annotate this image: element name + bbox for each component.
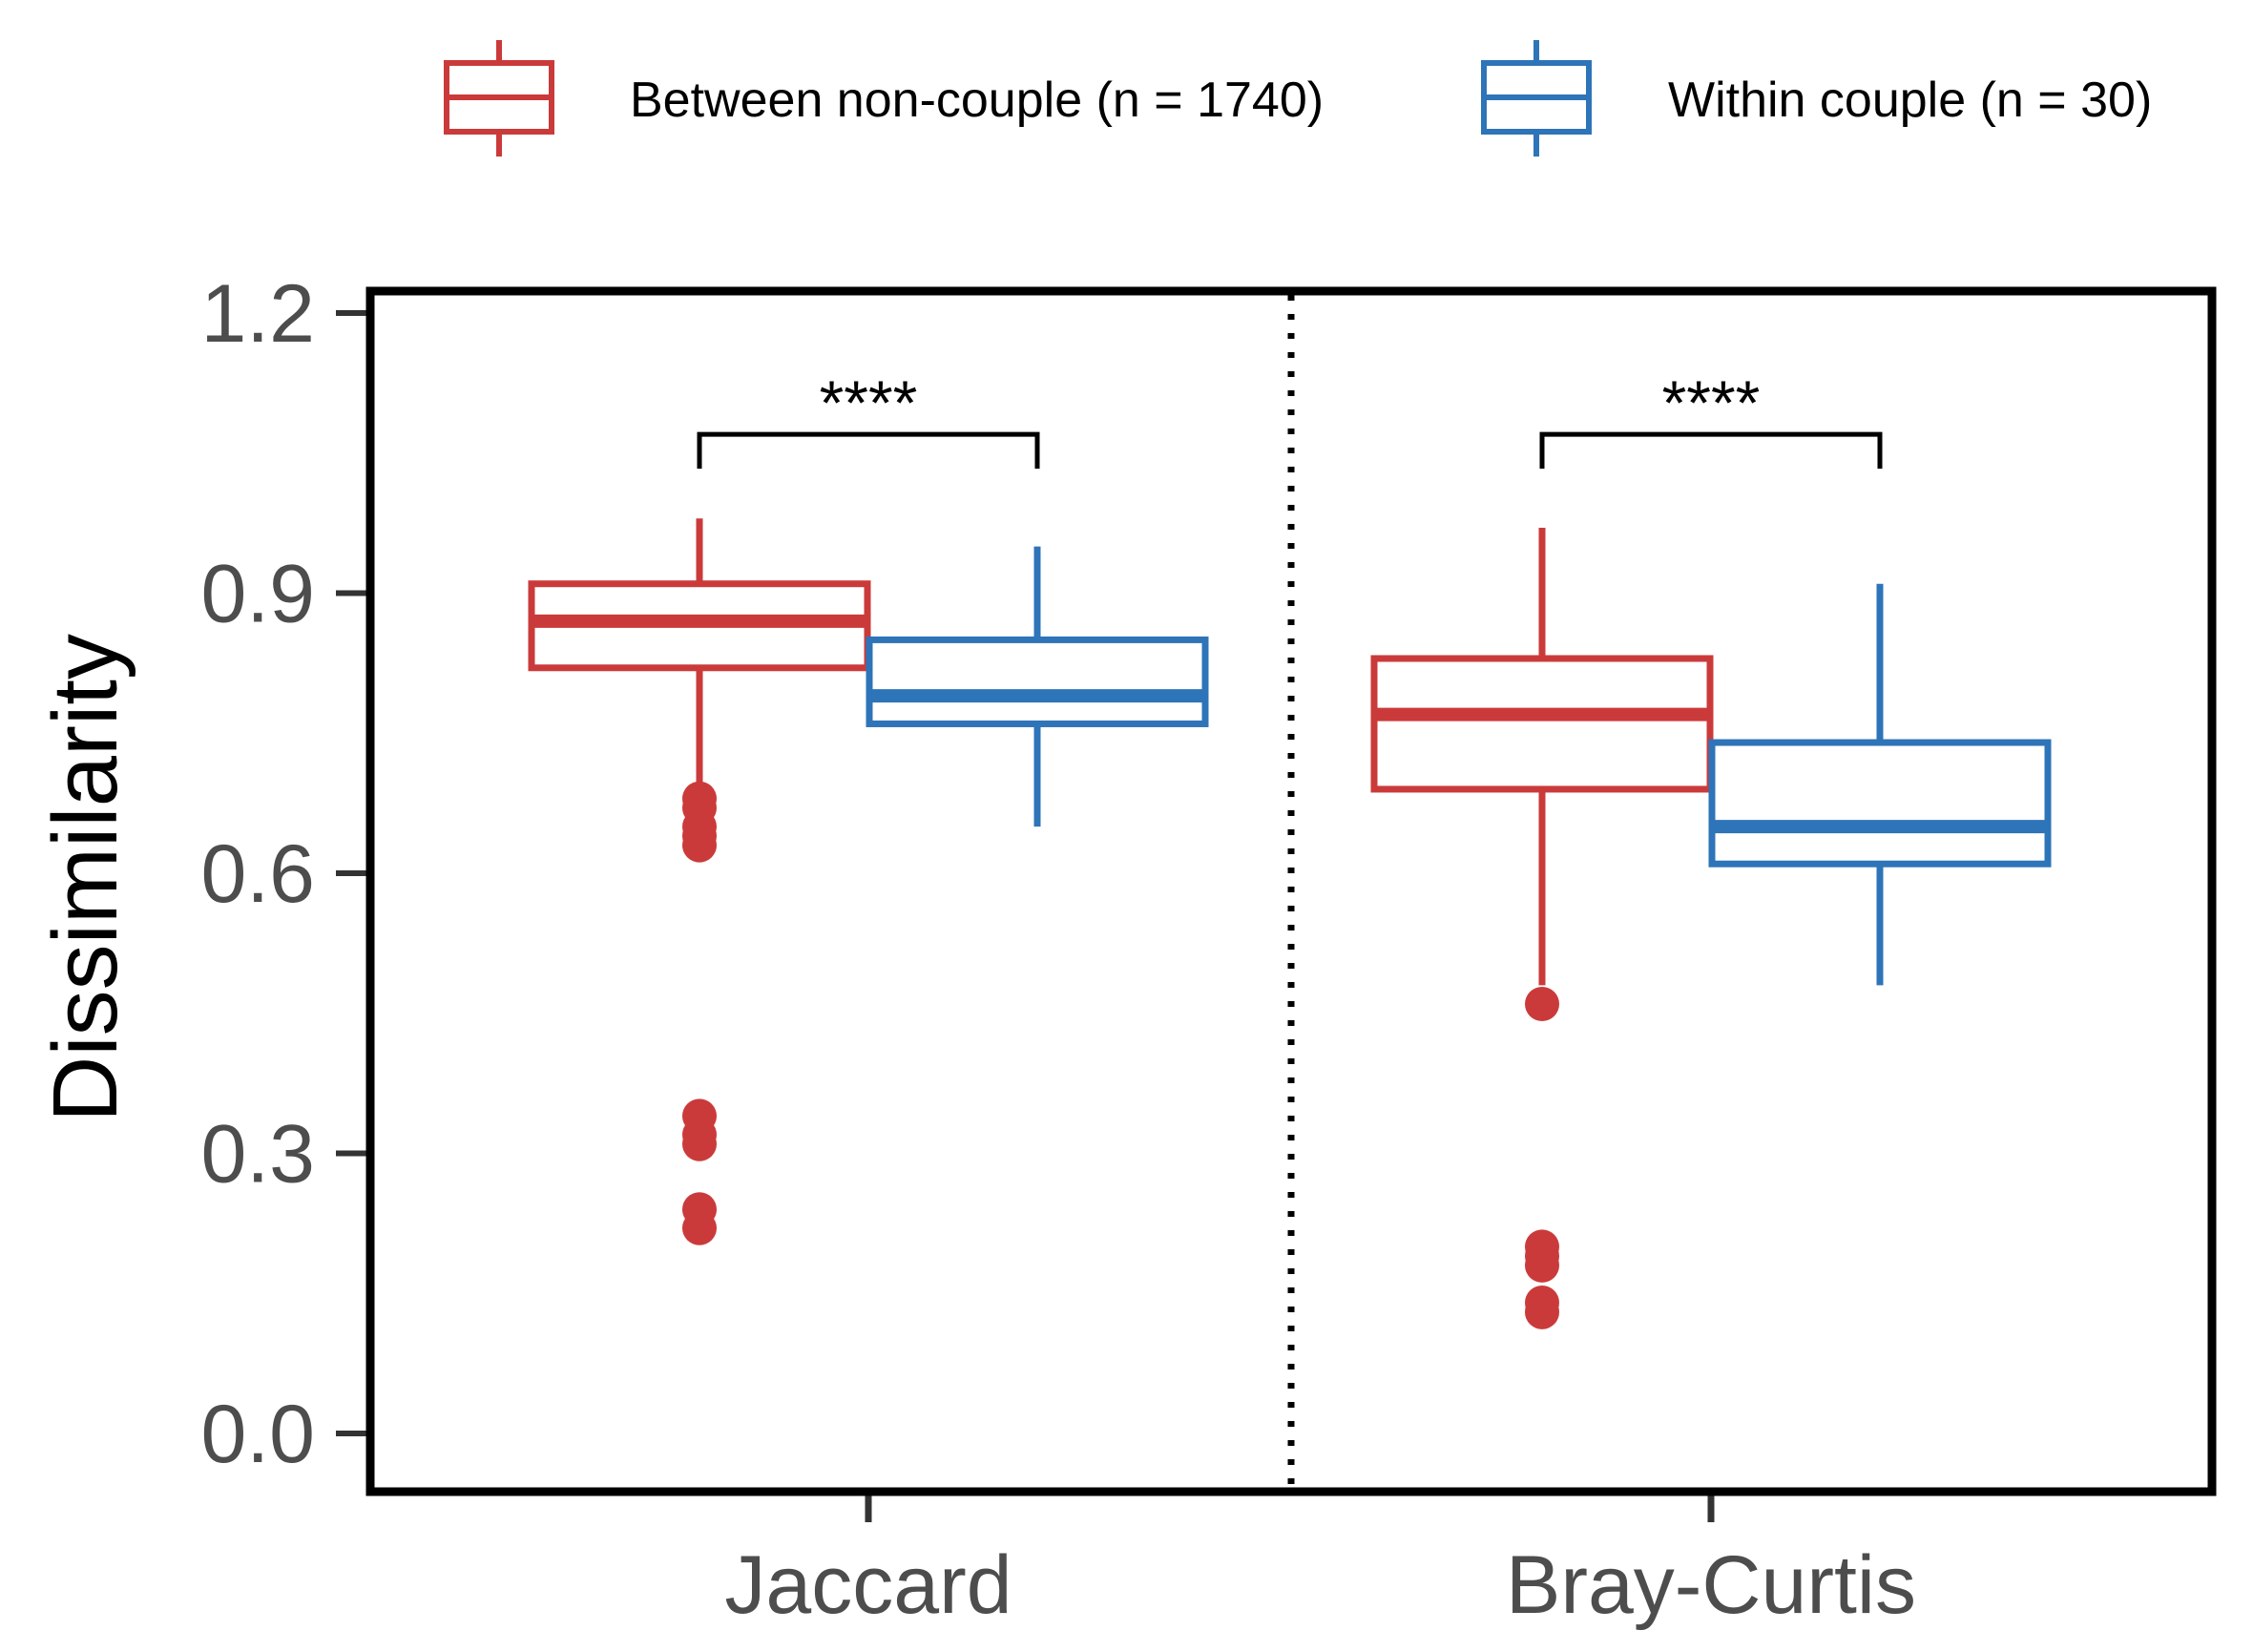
box-between-non-couple-bray-curtis-outlier bbox=[1525, 1294, 1559, 1329]
legend-within-couple-label: Within couple (n = 30) bbox=[1668, 73, 2152, 128]
box-between-non-couple-bray-curtis-outlier bbox=[1525, 1247, 1559, 1283]
box-between-non-couple-jaccard-outlier bbox=[682, 1126, 717, 1161]
box-between-non-couple-jaccard-outlier bbox=[682, 827, 717, 863]
x-tick-label-jaccard: Jaccard bbox=[724, 1539, 1012, 1631]
legend: Between non-couple (n = 1740) Within coup… bbox=[444, 40, 2152, 157]
y-tick-label: 0.6 bbox=[200, 828, 315, 920]
box-between-non-couple-jaccard-outlier bbox=[682, 1210, 717, 1245]
significance-bray-curtis-label: **** bbox=[1662, 367, 1761, 438]
panel-border bbox=[365, 286, 2217, 1496]
significance-jaccard-bracket bbox=[697, 431, 1040, 470]
y-tick-label: 1.2 bbox=[200, 268, 315, 360]
box-between-non-couple-bray-curtis-outlier bbox=[1525, 986, 1559, 1021]
significance-bray-curtis-bracket bbox=[1539, 431, 1883, 470]
legend-between-non-couple-label: Between non-couple (n = 1740) bbox=[630, 73, 1324, 128]
y-tick-label: 0.9 bbox=[200, 549, 315, 640]
box-within-couple-bray-curtis-rect bbox=[1708, 739, 2052, 868]
box-within-couple-jaccard-rect bbox=[866, 636, 1209, 727]
y-tick-label: 0.3 bbox=[200, 1109, 315, 1201]
y-axis: 0.0 0.3 0.6 0.9 1.2 bbox=[200, 268, 366, 1480]
significance-jaccard-label: **** bbox=[820, 367, 918, 438]
y-tick-label: 0.0 bbox=[200, 1389, 315, 1480]
x-tick-label-bray-curtis: Bray-Curtis bbox=[1506, 1539, 1916, 1631]
plot-area: **** **** bbox=[365, 286, 2217, 1496]
y-axis-title: Dissimilarity bbox=[34, 634, 136, 1122]
x-axis: Jaccard Bray-Curtis bbox=[724, 1492, 1916, 1631]
box-between-non-couple-bray-curtis-rect bbox=[1370, 655, 1714, 793]
